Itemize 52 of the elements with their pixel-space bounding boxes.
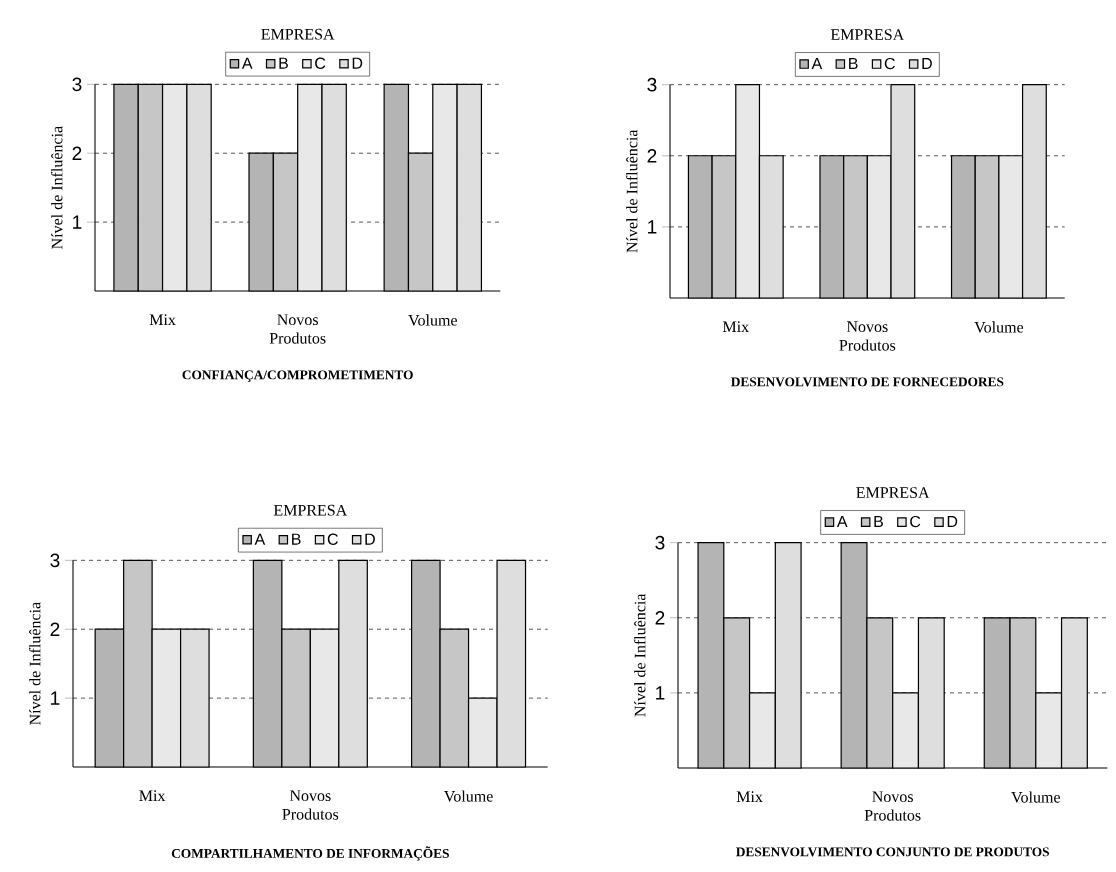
x-tick-label: Novos Produtos xyxy=(864,791,921,821)
y-tick-label: 1 xyxy=(656,686,665,700)
legend-label: B xyxy=(292,533,301,545)
legend-label: D xyxy=(947,515,958,527)
y-tick-label: 1 xyxy=(51,691,60,705)
legend-label: C xyxy=(315,57,326,69)
legend-label: C xyxy=(327,533,338,545)
y-tick-label: 2 xyxy=(72,146,82,160)
x-tick-label: Novos Produtos xyxy=(839,321,896,351)
legend-label: A xyxy=(836,515,848,527)
legend-label: B xyxy=(849,57,858,69)
y-axis-title: Nível de Influência xyxy=(29,602,41,725)
legend-title: EMPRESA xyxy=(830,29,905,40)
legend-label: C xyxy=(910,515,921,528)
legend-label: A xyxy=(241,57,253,69)
y-tick-label: 1 xyxy=(648,220,657,234)
legend-label: C xyxy=(884,57,895,70)
legend-label: B xyxy=(279,57,288,69)
x-tick-label: Mix xyxy=(149,314,176,325)
text: COMPARTILHAMENTO DE INFORMAÇÕES xyxy=(171,846,449,861)
y-tick-label: 3 xyxy=(72,77,82,92)
x-tick-label: Volume xyxy=(974,321,1024,333)
x-tick-label: Novos Produtos xyxy=(282,790,339,820)
x-tick-label: Volume xyxy=(408,314,457,326)
legend-title: EMPRESA xyxy=(273,504,348,516)
y-tick-label: 2 xyxy=(50,622,60,636)
x-tick-label: Volume xyxy=(444,790,493,802)
x-tick-label: Novos Produtos xyxy=(269,314,326,344)
x-tick-label: Volume xyxy=(1011,791,1060,803)
y-tick-label: 2 xyxy=(647,149,657,163)
y-tick-label: 1 xyxy=(73,215,82,229)
legend-label: D xyxy=(365,533,375,545)
legend-label: A xyxy=(811,57,823,69)
text: DESENVOLVIMENTO DE FORNECEDORES xyxy=(731,377,1004,387)
y-tick-label: 3 xyxy=(655,535,665,550)
y-axis-title: Nível de Influência xyxy=(51,126,63,249)
x-tick-label: Mix xyxy=(139,790,166,801)
y-tick-label: 3 xyxy=(647,77,657,92)
legend-title: EMPRESA xyxy=(261,28,335,40)
legend-title: EMPRESA xyxy=(856,487,930,498)
y-axis-title: Nível de Influência xyxy=(634,593,646,717)
text: DESENVOLVIMENTO CONJUNTO DE PRODUTOS xyxy=(736,847,1049,857)
y-axis-title: Nível de Influência xyxy=(626,129,638,253)
legend-label: A xyxy=(254,533,266,545)
text: CONFIANÇA/COMPROMETIMENTO xyxy=(182,370,413,382)
legend-label: B xyxy=(874,515,883,527)
x-tick-label: Mix xyxy=(722,321,749,332)
legend-label: D xyxy=(922,57,932,69)
y-tick-label: 3 xyxy=(50,553,60,568)
legend-label: D xyxy=(352,57,363,69)
x-tick-label: Mix xyxy=(736,791,763,802)
y-tick-label: 2 xyxy=(655,611,665,625)
